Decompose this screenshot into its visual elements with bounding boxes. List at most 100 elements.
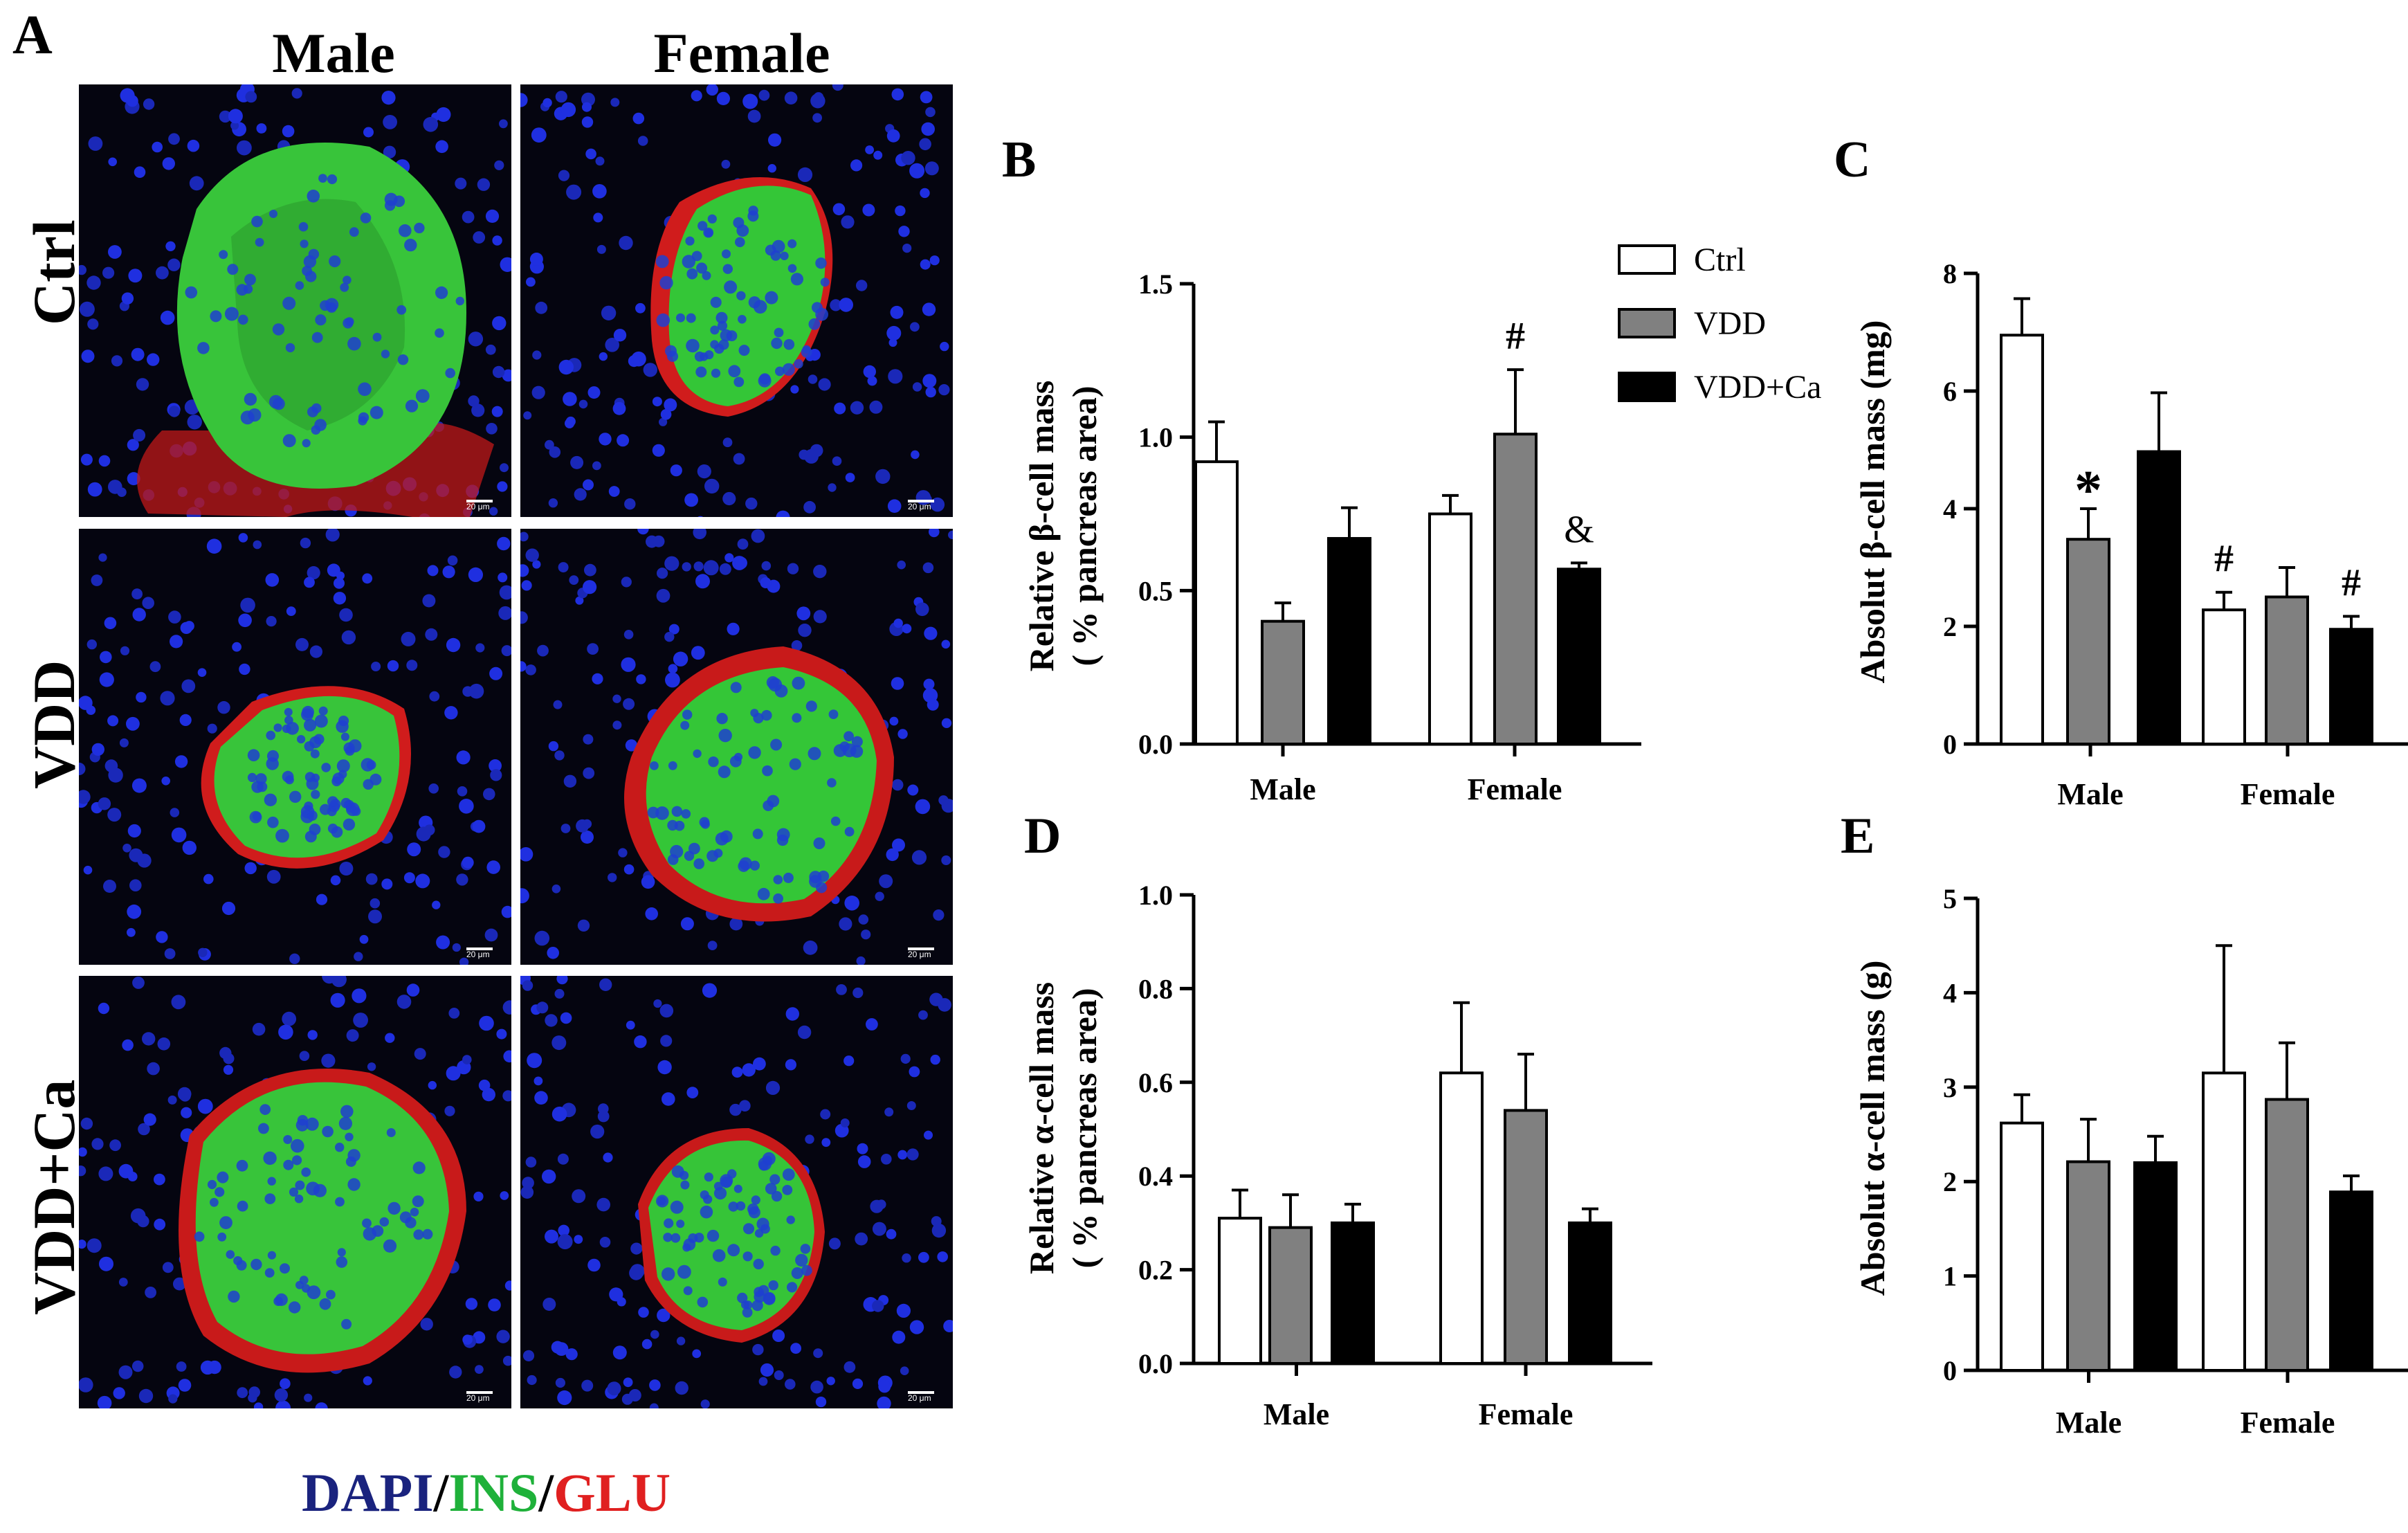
nucleus — [197, 668, 207, 677]
nucleus — [722, 264, 733, 274]
nucleus — [826, 1377, 835, 1386]
nucleus — [498, 572, 508, 583]
nucleus — [704, 478, 720, 494]
nucleus — [758, 374, 772, 388]
nucleus — [405, 399, 419, 412]
nucleus — [696, 262, 708, 274]
nucleus — [598, 1103, 609, 1114]
nucleus — [852, 1378, 864, 1389]
nucleus — [338, 1116, 352, 1130]
nucleus — [432, 900, 441, 909]
nucleus — [228, 1290, 240, 1303]
nucleus — [455, 296, 464, 306]
nucleus — [595, 156, 605, 166]
nucleus — [136, 378, 149, 391]
nucleus — [787, 1282, 798, 1293]
nucleus — [259, 1104, 271, 1115]
nucleus — [891, 677, 904, 690]
nucleus — [306, 1181, 320, 1196]
nucleus — [240, 410, 255, 425]
nucleus — [736, 1201, 746, 1211]
nucleus — [625, 739, 638, 752]
nucleus — [104, 759, 118, 772]
nucleus — [706, 84, 718, 96]
nucleus — [728, 1201, 739, 1212]
nucleus — [98, 1002, 110, 1015]
nucleus — [771, 1190, 783, 1202]
nucleus — [320, 804, 331, 815]
nucleus — [465, 1298, 478, 1310]
y-tick-label: 0.0 — [1138, 729, 1173, 760]
nucleus — [901, 151, 915, 165]
nucleus — [299, 1276, 309, 1285]
nucleus — [592, 184, 607, 199]
y-tick-label: 2 — [1943, 1166, 1957, 1197]
nucleus — [925, 386, 936, 398]
y-axis-label: Relative β-cell mass( % pancreas area) — [1022, 381, 1104, 672]
nucleus — [680, 720, 690, 730]
nucleus — [113, 1387, 125, 1399]
nucleus — [79, 696, 93, 710]
nucleus — [680, 1180, 690, 1190]
nucleus — [872, 1222, 886, 1236]
nucleus — [910, 322, 920, 332]
nucleus — [810, 1380, 823, 1394]
chart-panel-c: C 0 2 4 6 8 Absolut β-cell mass (mg) Male Female… — [1834, 131, 2408, 811]
nucleus — [716, 713, 728, 725]
nucleus — [264, 793, 277, 806]
nucleus — [753, 1258, 764, 1270]
nucleus — [896, 1303, 911, 1318]
nucleus — [176, 1361, 187, 1372]
nucleus — [416, 826, 431, 842]
legend: Ctrl VDD VDD+Ca — [1618, 242, 1821, 406]
nucleus — [742, 1063, 756, 1077]
nucleus — [435, 286, 448, 299]
nucleus — [471, 403, 485, 417]
nucleus — [537, 644, 549, 657]
nucleus — [657, 1308, 671, 1323]
nucleus — [275, 1293, 288, 1306]
nucleus — [396, 305, 407, 315]
nucleus — [888, 369, 903, 384]
nucleus — [462, 856, 474, 869]
nucleus — [839, 917, 852, 931]
nucleus — [720, 830, 733, 843]
nucleus — [79, 1377, 93, 1393]
nucleus — [329, 255, 341, 268]
nucleus — [638, 1307, 649, 1318]
nucleus — [444, 706, 458, 720]
nucleus — [560, 102, 576, 118]
nucleus — [442, 565, 455, 579]
nucleus — [360, 212, 372, 224]
nucleus — [217, 1232, 227, 1242]
nucleus — [718, 729, 732, 743]
nucleus — [237, 1387, 248, 1399]
nucleus — [851, 736, 863, 747]
significance-marker: # — [1506, 315, 1525, 358]
nucleus — [708, 756, 719, 768]
nucleus — [861, 929, 871, 940]
bar-vdd-ca-male — [1327, 536, 1371, 745]
nucleus — [875, 891, 884, 901]
chart-panel-b: B 0.0 0.5 1.0 1.5 Relative β-cell mass( % pan… — [1002, 131, 1641, 806]
nucleus — [845, 473, 855, 482]
nucleus — [282, 434, 296, 448]
nucleus — [581, 116, 594, 128]
nucleus — [742, 1223, 755, 1235]
nucleus — [670, 1200, 684, 1214]
bar-ctrl-male — [1194, 460, 1239, 746]
nucleus — [892, 1330, 906, 1344]
bar-vdd-female — [2265, 1098, 2309, 1372]
nucleus — [569, 575, 579, 585]
nucleus — [168, 610, 181, 624]
nucleus — [664, 556, 679, 571]
nucleus — [525, 1156, 537, 1168]
nucleus — [170, 635, 183, 648]
nucleus — [897, 729, 908, 739]
nucleus — [227, 264, 239, 275]
nucleus — [686, 268, 698, 280]
nucleus — [850, 401, 864, 415]
bar-vdd-ca-female — [1557, 568, 1601, 745]
nucleus — [623, 1377, 633, 1388]
nucleus — [938, 384, 950, 396]
